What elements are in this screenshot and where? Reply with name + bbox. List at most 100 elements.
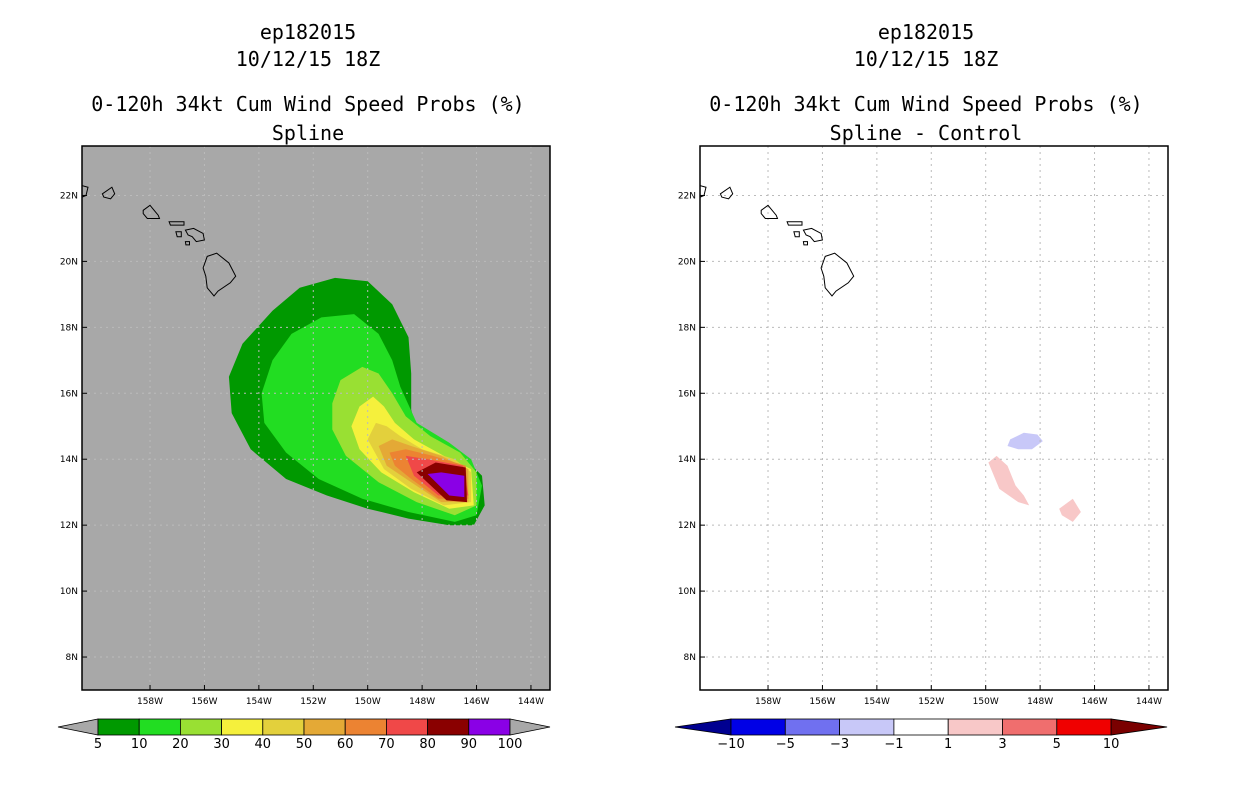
colorbar-start-triangle xyxy=(57,718,99,736)
y-tick-label: 16N xyxy=(678,389,696,399)
x-tick-label: 150W xyxy=(355,697,381,707)
y-tick-label: 8N xyxy=(684,653,696,663)
colorbar-cell-5 xyxy=(1002,718,1058,736)
x-tick-label: 144W xyxy=(1136,697,1162,707)
contour-level-1-1 xyxy=(988,455,1030,506)
y-tick-label: 18N xyxy=(60,323,78,333)
colorbar-cell-0 xyxy=(730,718,786,736)
coastline-oahu xyxy=(760,204,779,219)
colorbar-cell-1 xyxy=(784,718,840,736)
contour-level-neg1-0 xyxy=(1007,432,1043,450)
left-map-panel: 158W 156W 154W 152W 150W 148W 146W 144W 8N 10N 12N… xyxy=(60,145,551,707)
x-tick-label: 148W xyxy=(409,697,435,707)
colorbar-label: 70 xyxy=(378,737,395,752)
colorbar-label: 100 xyxy=(498,737,523,752)
colorbar-label: −1 xyxy=(884,737,903,752)
colorbar-cell-9 xyxy=(468,718,511,736)
right-map-panel: 158W 156W 154W 152W 150W 148W 146W 144W 8N 10N 12N… xyxy=(678,145,1169,707)
colorbar-cell-2 xyxy=(179,718,222,736)
map-content xyxy=(700,146,1168,690)
colorbar-cell-3 xyxy=(893,718,949,736)
coastline-big-island xyxy=(202,252,237,297)
x-tick-label: 148W xyxy=(1027,697,1053,707)
y-tick-label: 22N xyxy=(678,191,696,201)
contour-level-1-2 xyxy=(1059,498,1081,522)
right-title-product: 0-120h 34kt Cum Wind Speed Probs (%) xyxy=(709,92,1143,116)
x-tick-label: 156W xyxy=(191,697,217,707)
colorbar-label: 1 xyxy=(944,737,952,752)
y-tick-label: 20N xyxy=(60,257,78,267)
colorbar-cell-7 xyxy=(385,718,428,736)
coastline-kahoolawe xyxy=(802,241,808,246)
colorbar-end-triangle xyxy=(1110,718,1168,736)
contour-level-90-9 xyxy=(427,472,465,498)
y-tick-label: 22N xyxy=(60,191,78,201)
coastline-big-island xyxy=(820,252,855,297)
x-tick-label: 154W xyxy=(864,697,890,707)
colorbar-label: 5 xyxy=(1053,737,1061,752)
map-frame xyxy=(81,145,551,691)
colorbar-label: 10 xyxy=(131,737,148,752)
coastline-maui xyxy=(184,227,205,243)
coastline-kauai xyxy=(101,186,116,200)
coastline-kauai xyxy=(719,186,734,200)
colorbar-label: 90 xyxy=(461,737,478,752)
colorbar-label: 30 xyxy=(213,737,230,752)
colorbar-cell-3 xyxy=(221,718,264,736)
colorbar-cell-6 xyxy=(344,718,387,736)
y-tick-label: 10N xyxy=(678,587,696,597)
coastline-niihau xyxy=(82,185,89,198)
colorbar-start-triangle xyxy=(674,718,732,736)
y-tick-label: 18N xyxy=(678,323,696,333)
colorbar-label: 5 xyxy=(94,737,102,752)
right-title-method: Spline - Control xyxy=(829,121,1023,145)
y-tick-label: 14N xyxy=(60,455,78,465)
colorbar-label: 50 xyxy=(296,737,313,752)
left-title-product: 0-120h 34kt Cum Wind Speed Probs (%) xyxy=(91,92,525,116)
coastline-niihau xyxy=(700,185,707,198)
y-tick-label: 8N xyxy=(66,653,78,663)
coastline-lanai xyxy=(175,231,182,238)
x-tick-label: 158W xyxy=(137,697,163,707)
right-title-date: 10/12/15 18Z xyxy=(853,47,999,71)
colorbar-cell-5 xyxy=(303,718,346,736)
colorbar-cell-2 xyxy=(839,718,895,736)
coastline-oahu xyxy=(142,204,161,219)
y-tick-label: 14N xyxy=(678,455,696,465)
coastline-molokai xyxy=(786,221,803,226)
left-title-storm: ep182015 xyxy=(259,20,357,44)
x-tick-label: 158W xyxy=(755,697,781,707)
colorbar-end-triangle xyxy=(509,718,551,736)
x-tick-label: 152W xyxy=(300,697,326,707)
colorbar-label: −3 xyxy=(830,737,849,752)
left-title-method: Spline xyxy=(271,121,345,145)
colorbar-label: 60 xyxy=(337,737,354,752)
left-title-date: 10/12/15 18Z xyxy=(235,47,381,71)
coastline-lanai xyxy=(793,231,800,238)
map-frame xyxy=(699,145,1169,691)
right-title-storm: ep182015 xyxy=(877,20,975,44)
colorbar-cell-6 xyxy=(1056,718,1112,736)
left-colorbar: 5 10 20 30 40 50 60 70 80 90 100 xyxy=(57,718,551,752)
y-tick-label: 10N xyxy=(60,587,78,597)
coastline-kahoolawe xyxy=(184,241,190,246)
x-tick-label: 156W xyxy=(809,697,835,707)
colorbar-cell-4 xyxy=(947,718,1003,736)
colorbar-label: 80 xyxy=(419,737,436,752)
colorbar-label: −5 xyxy=(776,737,795,752)
colorbar-cell-1 xyxy=(138,718,181,736)
x-tick-label: 144W xyxy=(518,697,544,707)
y-tick-label: 16N xyxy=(60,389,78,399)
colorbar-label: −10 xyxy=(717,737,744,752)
coastline-molokai xyxy=(168,221,185,226)
coastline-maui xyxy=(802,227,823,243)
colorbar-cell-4 xyxy=(262,718,305,736)
colorbar-label: 10 xyxy=(1103,737,1120,752)
y-tick-label: 12N xyxy=(60,521,78,531)
map-background xyxy=(700,146,1168,690)
x-tick-label: 150W xyxy=(973,697,999,707)
map-content xyxy=(82,146,550,690)
x-tick-label: 154W xyxy=(246,697,272,707)
x-tick-label: 146W xyxy=(463,697,489,707)
